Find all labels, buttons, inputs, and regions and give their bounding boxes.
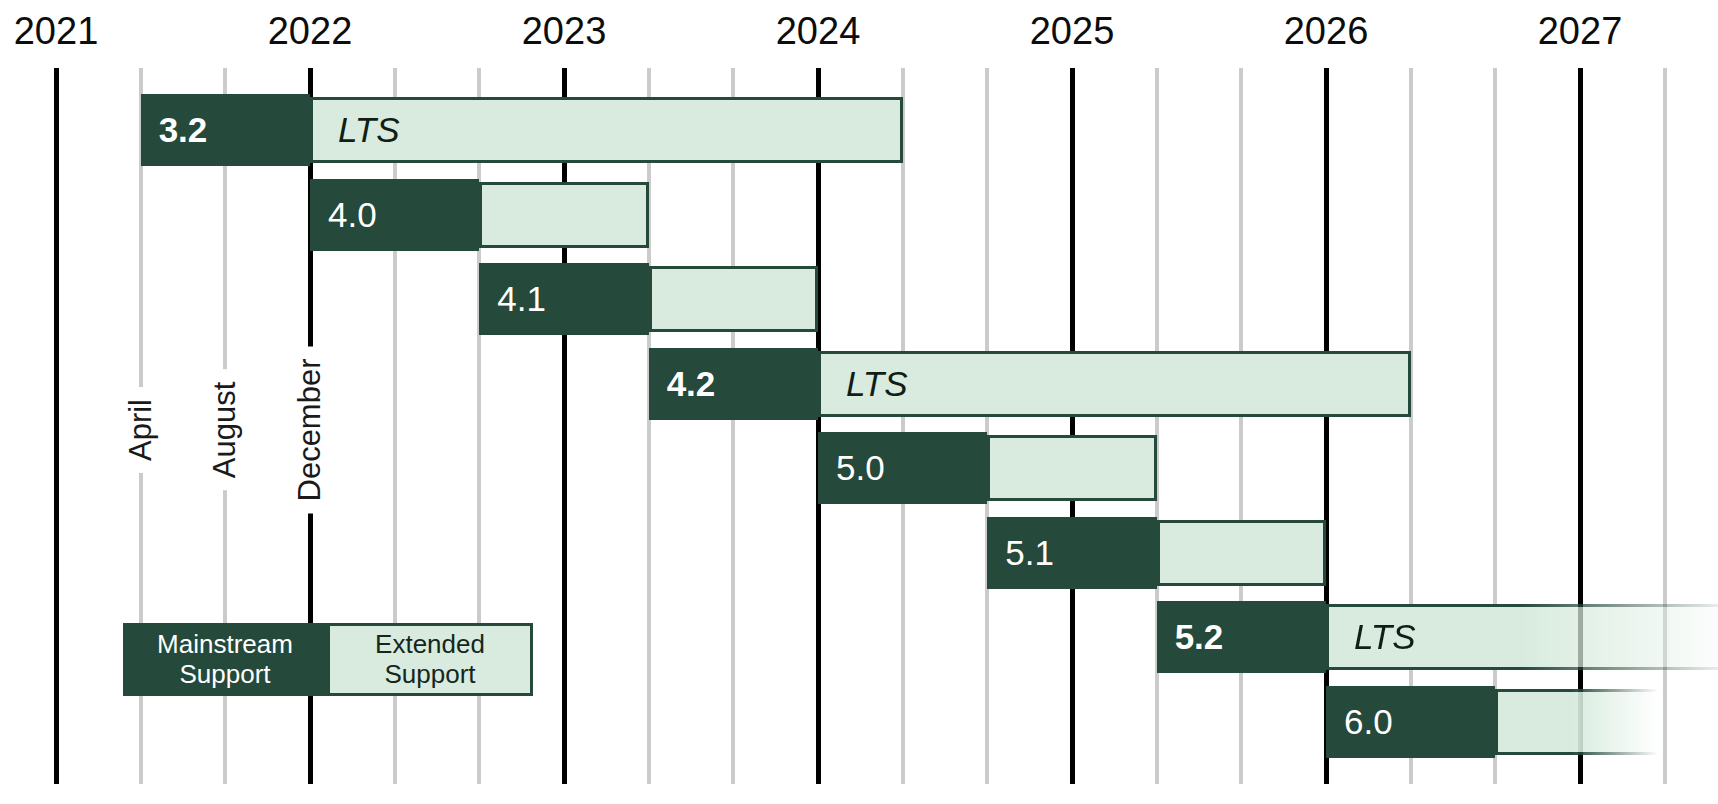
mainstream-support-bar: 4.1 <box>479 263 648 335</box>
version-label: 5.1 <box>1005 533 1054 573</box>
release-row-4.0: 4.0 <box>0 179 1718 251</box>
release-row-6.0: 6.0 <box>0 686 1718 758</box>
lts-label: LTS <box>846 364 908 404</box>
mainstream-support-bar: 4.2 <box>649 348 818 420</box>
version-label: 4.0 <box>328 195 377 235</box>
month-gridline <box>1239 68 1243 784</box>
release-support-timeline-chart: 2021202220232024202520262027AprilAugustD… <box>0 0 1718 804</box>
mainstream-support-bar: 5.0 <box>818 432 987 504</box>
mainstream-support-bar: 6.0 <box>1326 686 1495 758</box>
year-label: 2026 <box>1284 10 1369 53</box>
legend-extended-support-box: Extended Support <box>327 623 533 696</box>
lts-label: LTS <box>1354 617 1416 657</box>
month-gridline <box>1409 68 1413 784</box>
month-gridline <box>731 68 735 784</box>
legend-mainstream-support-box: Mainstream Support <box>123 623 327 696</box>
mainstream-support-bar: 5.2 <box>1157 601 1326 673</box>
month-gridline <box>1155 68 1159 784</box>
extended-support-bar <box>1495 689 1664 755</box>
mainstream-support-bar: 5.1 <box>987 517 1156 589</box>
extended-support-bar <box>479 182 648 248</box>
month-gridline <box>901 68 905 784</box>
release-row-3.2: 3.2 LTS <box>0 94 1718 166</box>
mainstream-support-bar: 3.2 <box>141 94 310 166</box>
legend: Mainstream Support Extended Support <box>123 623 533 696</box>
extended-support-bar: LTS <box>818 351 1411 417</box>
extended-support-bar <box>1157 520 1326 586</box>
release-row-4.1: 4.1 <box>0 263 1718 335</box>
version-label: 6.0 <box>1344 702 1393 742</box>
version-label: 4.2 <box>667 364 716 404</box>
release-row-4.2: 4.2 LTS <box>0 348 1718 420</box>
year-label: 2021 <box>14 10 99 53</box>
mainstream-support-bar: 4.0 <box>310 179 479 251</box>
extended-support-bar <box>649 266 818 332</box>
month-gridline <box>647 68 651 784</box>
extended-support-bar: LTS <box>1326 604 1718 670</box>
year-gridline <box>816 68 821 784</box>
year-label: 2023 <box>522 10 607 53</box>
year-gridline <box>54 68 59 784</box>
release-row-5.0: 5.0 <box>0 432 1718 504</box>
month-gridline <box>1663 68 1667 784</box>
year-gridline <box>1324 68 1329 784</box>
year-gridline <box>562 68 567 784</box>
year-label: 2027 <box>1538 10 1623 53</box>
year-label: 2025 <box>1030 10 1115 53</box>
month-gridline <box>1493 68 1497 784</box>
release-row-5.1: 5.1 <box>0 517 1718 589</box>
version-label: 3.2 <box>159 110 208 150</box>
year-gridline <box>1070 68 1075 784</box>
extended-support-bar: LTS <box>310 97 903 163</box>
month-gridline <box>985 68 989 784</box>
lts-label: LTS <box>338 110 400 150</box>
extended-support-bar <box>987 435 1156 501</box>
version-label: 4.1 <box>497 279 546 319</box>
version-label: 5.2 <box>1175 617 1224 657</box>
year-label: 2024 <box>776 10 861 53</box>
year-label: 2022 <box>268 10 353 53</box>
year-gridline <box>1578 68 1583 784</box>
version-label: 5.0 <box>836 448 885 488</box>
